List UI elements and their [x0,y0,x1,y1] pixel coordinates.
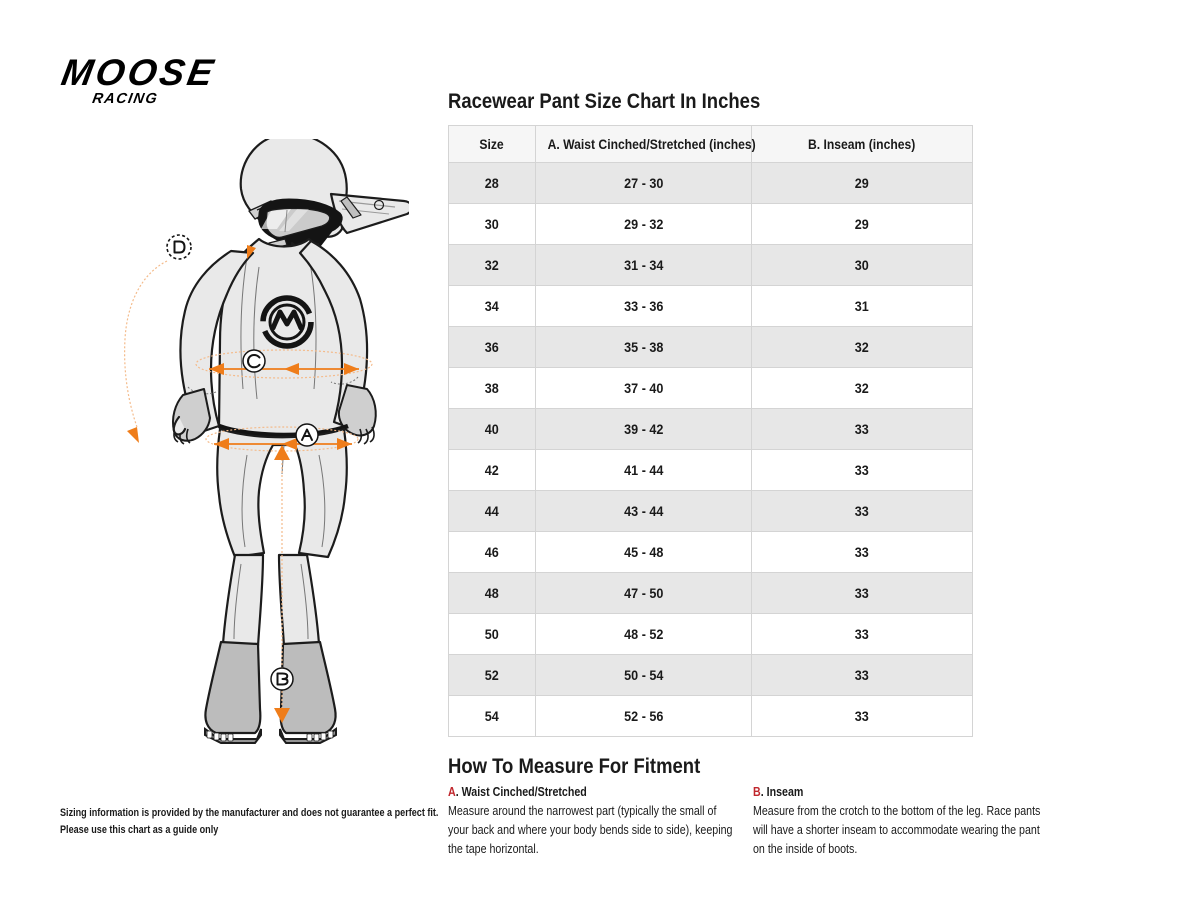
svg-text:RACING: RACING [91,91,159,106]
svg-text:MOOSE: MOOSE [58,56,219,93]
